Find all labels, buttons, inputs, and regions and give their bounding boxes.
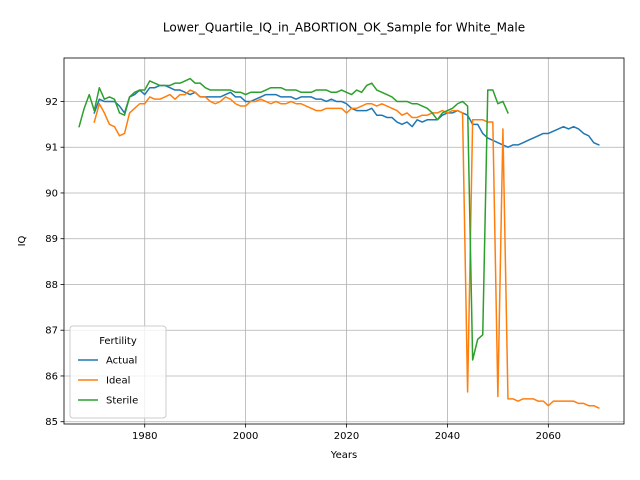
- series-line-actual: [93, 84, 600, 148]
- y-tick-label: 88: [45, 280, 58, 291]
- series-lines: [78, 77, 600, 409]
- y-tick-label: 90: [45, 188, 58, 199]
- y-tick-label: 86: [45, 371, 58, 382]
- y-tick-label: 87: [45, 326, 58, 337]
- x-tick-label: 2000: [233, 431, 258, 442]
- series-line-ideal: [93, 89, 600, 409]
- axes-frame: [63, 57, 625, 425]
- x-tick-label: 2060: [536, 431, 561, 442]
- legend-box: [69, 325, 167, 419]
- legend-label-ideal: Ideal: [106, 376, 130, 387]
- y-axis-label: IQ: [17, 235, 28, 246]
- x-tick-label: 1980: [132, 431, 157, 442]
- y-tick-label: 89: [45, 234, 58, 245]
- series-line-sterile: [78, 77, 509, 361]
- legend: Fertility Actual Ideal Sterile: [69, 325, 167, 419]
- y-tick-label: 91: [45, 143, 58, 154]
- x-tick-label: 2040: [435, 431, 460, 442]
- ticks: 1980 2000 2020 2040 2060 85 86 87 88 89 90 91 92: [45, 97, 561, 442]
- y-tick-label: 85: [45, 417, 58, 428]
- chart-title: Lower_Quartile_IQ_in_ABORTION_OK_Sample …: [163, 21, 525, 35]
- y-tick-label: 92: [45, 97, 58, 108]
- legend-items: Actual Ideal Sterile: [78, 356, 138, 407]
- legend-label-sterile: Sterile: [106, 396, 138, 407]
- legend-label-actual: Actual: [106, 356, 137, 367]
- legend-title: Fertility: [99, 336, 137, 347]
- x-tick-label: 2020: [334, 431, 359, 442]
- x-axis-label: Years: [330, 450, 357, 461]
